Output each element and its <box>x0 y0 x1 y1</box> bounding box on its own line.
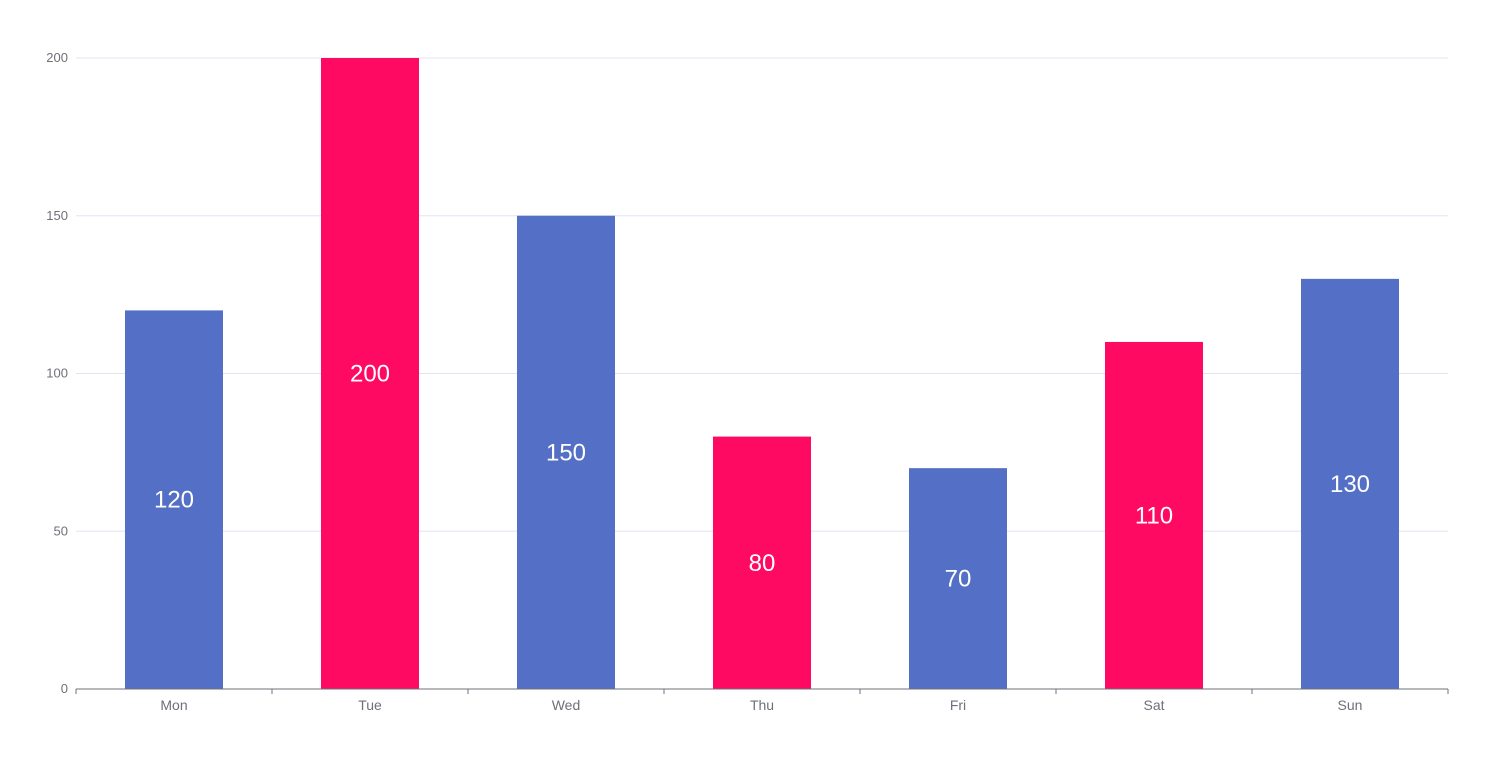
y-tick-label: 100 <box>46 366 68 381</box>
bar-wed[interactable] <box>517 215 615 689</box>
data-label-fri: 70 <box>945 566 972 593</box>
data-label-thu: 80 <box>749 550 776 577</box>
bar-thu[interactable] <box>713 436 811 689</box>
y-tick-label: 150 <box>46 208 68 223</box>
y-tick-label: 200 <box>46 50 68 65</box>
data-label-mon: 120 <box>154 487 194 514</box>
x-axis: Mon Tue Wed Thu Fri Sat Sun <box>75 688 1449 713</box>
data-label-wed: 150 <box>546 439 586 466</box>
data-label-tue: 200 <box>350 361 390 388</box>
y-tick-label: 0 <box>61 681 68 696</box>
x-tick-label-wed: Wed <box>552 697 581 713</box>
x-tick-label-fri: Fri <box>950 697 966 713</box>
x-tick-label-sun: Sun <box>1338 697 1363 713</box>
bars: 120 200 150 80 70 110 130 <box>125 58 1399 689</box>
x-tick-label-thu: Thu <box>750 697 774 713</box>
data-label-sun: 130 <box>1330 471 1370 498</box>
bar-fri[interactable] <box>909 468 1007 689</box>
x-tick-label-sat: Sat <box>1143 697 1164 713</box>
x-tick-label-mon: Mon <box>160 697 187 713</box>
y-tick-label: 50 <box>54 523 68 538</box>
bar-tue[interactable] <box>321 58 419 689</box>
bar-sat[interactable] <box>1105 341 1203 689</box>
x-tick-label-tue: Tue <box>358 697 382 713</box>
y-axis: 0 50 100 150 200 <box>46 50 68 696</box>
bar-sun[interactable] <box>1301 278 1399 689</box>
data-label-sat: 110 <box>1135 502 1173 529</box>
bar-mon[interactable] <box>125 310 223 689</box>
